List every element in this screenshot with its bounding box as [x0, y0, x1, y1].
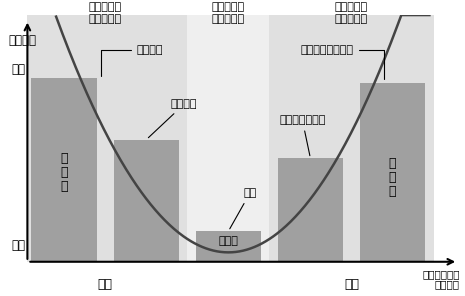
Text: 日本の強み: 日本の強み — [89, 2, 122, 12]
Text: 付加価値: 付加価値 — [8, 34, 37, 47]
Text: 川下: 川下 — [344, 278, 359, 291]
Text: ブランド・販売: ブランド・販売 — [279, 115, 325, 156]
Text: 日本の強み: 日本の強み — [89, 15, 122, 25]
Bar — [187, 15, 269, 262]
Text: アフターサービス: アフターサービス — [300, 45, 384, 79]
Text: 組立: 組立 — [230, 188, 256, 229]
Text: 川上: 川上 — [98, 278, 113, 291]
Bar — [196, 231, 261, 262]
Text: 研究開発: 研究開発 — [101, 45, 163, 76]
Bar — [32, 78, 97, 262]
Text: 高い: 高い — [11, 62, 25, 75]
Text: 部品生産: 部品生産 — [148, 99, 198, 138]
Bar — [113, 140, 179, 262]
Text: （工程）: （工程） — [435, 279, 460, 289]
Bar — [278, 158, 343, 262]
Text: 日本の強み: 日本の強み — [335, 15, 368, 25]
Text: 利幅小: 利幅小 — [219, 237, 239, 247]
Text: 日本の強み: 日本の強み — [335, 2, 368, 12]
Text: 業務プロセス: 業務プロセス — [422, 269, 460, 279]
Bar — [359, 83, 425, 262]
Text: 利
幅
大: 利 幅 大 — [60, 152, 68, 193]
Text: 中国の強み: 中国の強み — [212, 2, 245, 12]
Bar — [3, 262, 462, 290]
Text: 中国の強み: 中国の強み — [212, 15, 245, 25]
Bar — [27, 15, 187, 262]
Bar — [269, 15, 433, 262]
Text: 低い: 低い — [11, 239, 25, 252]
Text: 利
幅
大: 利 幅 大 — [389, 157, 396, 198]
